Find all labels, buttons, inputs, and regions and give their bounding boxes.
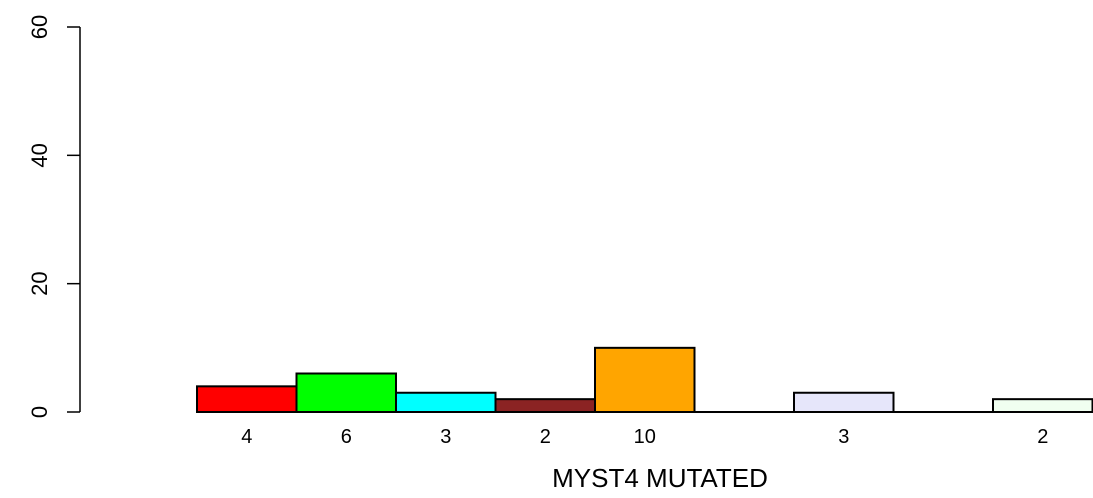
bar-value-label: 6 (341, 426, 352, 448)
bar-value-label: 10 (634, 426, 656, 448)
y-axis: 0 20 40 60 (27, 15, 81, 418)
bar-value-label: 2 (1037, 426, 1048, 448)
y-tick-label: 40 (27, 143, 52, 167)
bar-value-label: 3 (440, 426, 451, 448)
bar-value-label: 3 (838, 426, 849, 448)
bars (196, 346, 1093, 414)
bar (395, 391, 497, 413)
x-axis-title: MYST4 MUTATED (552, 463, 768, 493)
bar-value-label: 2 (540, 426, 551, 448)
bar-labels: 4 6 3 2 10 3 2 (241, 426, 1048, 448)
bar (295, 372, 397, 413)
bar-value-label: 4 (241, 426, 252, 448)
bar (196, 385, 298, 414)
y-tick-label: 0 (27, 406, 52, 418)
bar (793, 391, 895, 413)
y-tick-label: 20 (27, 271, 52, 295)
bar (494, 398, 596, 413)
y-tick-label: 60 (27, 15, 52, 39)
bar (594, 346, 696, 414)
bar (992, 398, 1093, 413)
